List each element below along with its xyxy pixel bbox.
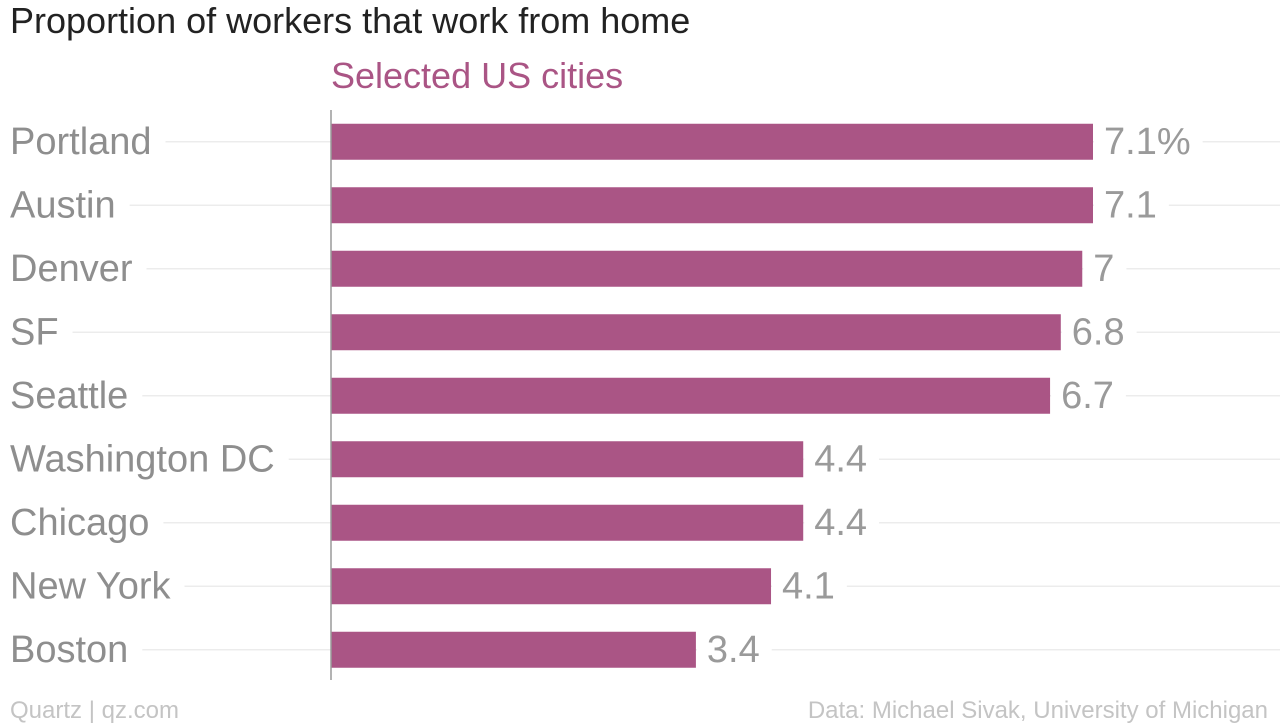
value-label-seattle: 6.7 (1061, 375, 1114, 417)
bars (331, 121, 1203, 670)
bar-boston (331, 631, 696, 668)
category-label-chicago: Chicago (10, 502, 149, 544)
category-label-austin: Austin (10, 184, 116, 226)
value-label-denver: 7 (1093, 248, 1114, 290)
bar-seattle (331, 377, 1051, 414)
value-label-backdrop (1094, 185, 1169, 226)
category-label-denver: Denver (10, 248, 133, 290)
category-label-washington-dc: Washington DC (10, 438, 275, 480)
chart-subtitle: Selected US cities (331, 55, 623, 96)
value-label-sf: 6.8 (1072, 311, 1125, 353)
value-label-backdrop (1051, 375, 1126, 416)
value-label-boston: 3.4 (707, 629, 760, 671)
category-label-seattle: Seattle (10, 375, 128, 417)
bar-washington-dc (331, 441, 804, 478)
bar-portland (331, 123, 1093, 160)
category-labels: Portland Austin Denver SF Seattle Washington … (10, 121, 275, 671)
bar-sf (331, 314, 1061, 351)
value-label-austin: 7.1 (1104, 184, 1157, 226)
category-label-new-york: New York (10, 565, 172, 607)
footer-credit: Quartz | qz.com (10, 697, 179, 724)
bar-new-york (331, 568, 772, 605)
value-label-backdrop (804, 439, 880, 480)
value-label-portland: 7.1% (1104, 121, 1191, 163)
value-label-washington-dc: 4.4 (814, 438, 867, 480)
bar-austin (331, 187, 1093, 224)
category-label-portland: Portland (10, 121, 152, 163)
bar-denver (331, 250, 1083, 287)
value-label-backdrop (1083, 248, 1127, 289)
value-label-backdrop (696, 629, 772, 670)
value-label-new-york: 4.1 (782, 565, 835, 607)
value-label-backdrop (772, 566, 847, 607)
bar-chicago (331, 504, 804, 541)
category-label-sf: SF (10, 311, 59, 353)
value-label-backdrop (804, 502, 880, 543)
value-label-chicago: 4.4 (814, 502, 867, 544)
category-label-boston: Boston (10, 629, 128, 671)
chart-title: Proportion of workers that work from hom… (10, 0, 691, 41)
value-label-backdrop (1061, 312, 1137, 353)
footer-source: Data: Michael Sivak, University of Michi… (807, 697, 1268, 724)
value-labels: 7.1% 7.1 7 6.8 6.7 4.4 4.4 4.1 3.4 (707, 121, 1191, 671)
value-label-backdrop (1094, 121, 1203, 162)
